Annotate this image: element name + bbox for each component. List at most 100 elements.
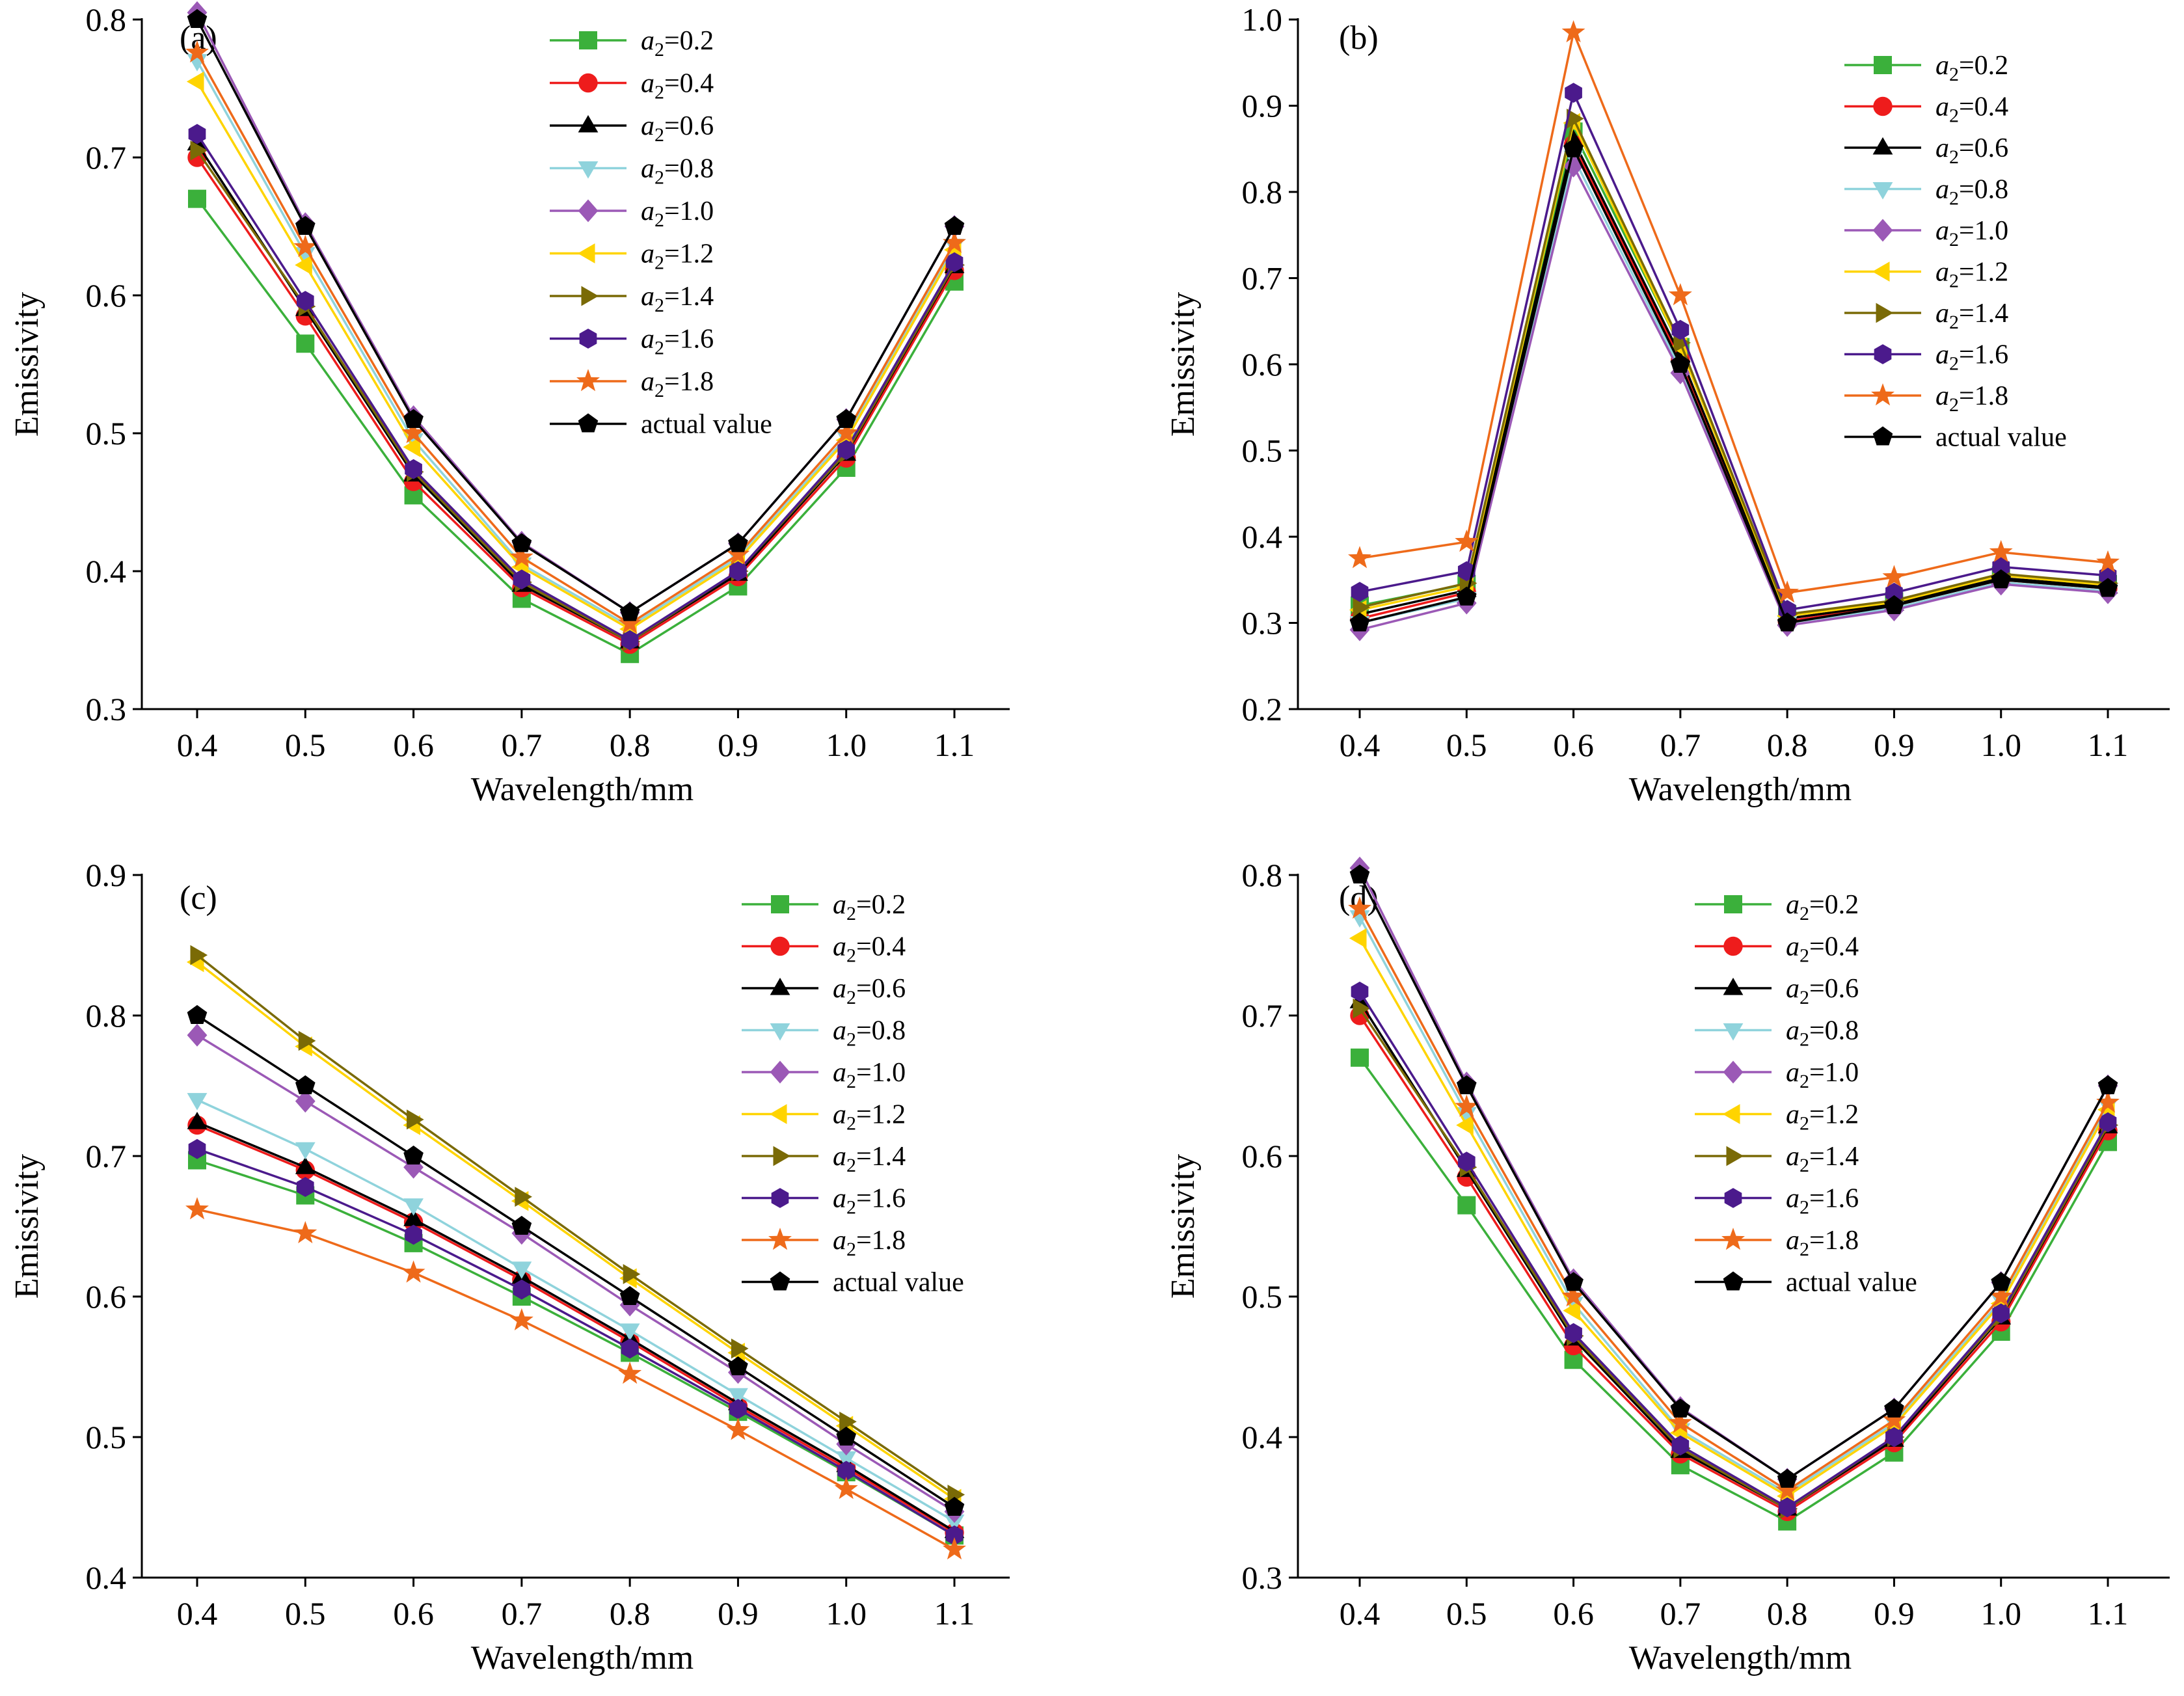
- data-point: [186, 72, 204, 92]
- series-line: [1358, 1015, 2109, 1513]
- data-point: [187, 8, 208, 29]
- data-point: [726, 542, 750, 565]
- legend-entry: actual value: [1844, 423, 2067, 453]
- data-point: [1992, 1303, 2010, 1324]
- data-point: [1348, 896, 1371, 919]
- chart-panel-b: 0.2 0.3 0.4 0.5 0.6 0.7 0.8 0.9 1.0 0.4 0.5 0.6 0.7 0…: [1165, 1, 2170, 808]
- data-point: [1351, 981, 1369, 1002]
- legend-label: a2=0.6: [1935, 133, 2008, 168]
- data-point: [187, 1112, 208, 1129]
- legend-marker: [768, 1228, 792, 1250]
- data-point: [1668, 1410, 1692, 1433]
- legend: a2=0.2 a2=0.4 a2=0.6 a2=0.8 a2=1.0 a2=1.2 a2=1…: [1844, 51, 2067, 453]
- data-point: [836, 409, 857, 428]
- series-a2-1-8: [185, 1197, 966, 1560]
- series-line: [196, 1208, 955, 1551]
- series-a2-1-8: [1348, 896, 2120, 1501]
- data-point: [839, 1411, 857, 1432]
- legend: a2=0.2 a2=0.4 a2=0.6 a2=0.8 a2=1.0 a2=1.2 a2=1…: [550, 26, 772, 440]
- x-tick-label: 1.0: [1980, 727, 2021, 763]
- data-point: [403, 1145, 424, 1165]
- legend-label: a2=0.6: [833, 974, 906, 1008]
- legend-marker: [578, 114, 599, 133]
- y-axis-title: Emissivity: [8, 292, 46, 437]
- chart-panel-a: 0.3 0.4 0.5 0.6 0.7 0.8 0.4 0.5 0.6 0.7 0.8 0.9 1.0 1…: [8, 1, 1010, 808]
- legend-entry: actual value: [1695, 1268, 1917, 1298]
- legend-entry: a2=0.2: [1844, 51, 2008, 85]
- series-line: [1359, 163, 2109, 631]
- data-point: [293, 234, 317, 258]
- legend-label: a2=0.8: [641, 154, 714, 189]
- legend-entry: a2=1.6: [742, 1184, 906, 1218]
- legend-label: a2=1.0: [1786, 1058, 1859, 1092]
- series-line: [1358, 916, 2109, 1495]
- legend-label: actual value: [641, 410, 772, 440]
- series-line: [1358, 874, 2109, 1481]
- legend-marker: [578, 161, 599, 179]
- x-tick-label: 1.1: [934, 1595, 975, 1632]
- data-point: [1778, 1497, 1796, 1518]
- legend-entry: a2=1.6: [1844, 340, 2008, 375]
- legend-marker: [1724, 1188, 1742, 1208]
- data-point: [945, 252, 964, 273]
- data-point: [188, 189, 206, 208]
- series-a2-1-8: [1348, 20, 2120, 603]
- data-point: [1777, 1468, 1798, 1488]
- legend-entry: a2=0.8: [1844, 175, 2008, 209]
- legend-entry: a2=1.8: [550, 367, 714, 401]
- x-tick-label: 0.8: [610, 1595, 651, 1632]
- data-point: [1775, 1478, 1800, 1501]
- data-point: [187, 1023, 208, 1047]
- data-point: [1563, 1300, 1581, 1321]
- data-point: [511, 1261, 532, 1279]
- data-point: [623, 1264, 641, 1284]
- legend-marker: [1876, 303, 1894, 323]
- data-point: [1882, 1408, 1906, 1431]
- y-tick-label: 0.3: [1242, 605, 1283, 641]
- x-tick-label: 1.0: [826, 1595, 867, 1632]
- data-point: [190, 141, 208, 161]
- legend-marker: [579, 31, 597, 49]
- legend-label: a2=0.6: [641, 111, 714, 146]
- series-a2-1-4: [190, 945, 965, 1505]
- legend-marker: [1871, 383, 1894, 406]
- data-point: [403, 1155, 424, 1179]
- y-tick-label: 0.8: [86, 997, 127, 1034]
- data-point: [1882, 565, 1906, 587]
- legend-label: a2=0.4: [1786, 932, 1859, 967]
- data-point: [944, 1514, 965, 1532]
- series-line: [196, 1014, 955, 1509]
- series-line: [196, 1148, 955, 1537]
- data-point: [296, 291, 314, 311]
- y-axis-title: Emissivity: [1165, 1154, 1202, 1299]
- series-line: [1359, 28, 2109, 595]
- data-point: [403, 1198, 424, 1216]
- legend-marker: [578, 413, 599, 433]
- x-tick-label: 0.6: [1553, 727, 1594, 763]
- legend-label: a2=0.6: [1786, 974, 1859, 1008]
- legend-label: a2=1.0: [1935, 216, 2008, 250]
- data-point: [2096, 1090, 2120, 1113]
- legend-label: a2=1.6: [1935, 340, 2008, 375]
- data-point: [731, 1338, 749, 1359]
- data-point: [1567, 108, 1584, 129]
- data-point: [1351, 582, 1369, 602]
- legend-label: a2=0.2: [1786, 890, 1859, 924]
- data-point: [1885, 582, 1903, 603]
- data-point: [1563, 138, 1584, 157]
- data-point: [836, 1426, 857, 1446]
- legend-marker: [1723, 1060, 1744, 1084]
- data-point: [2097, 578, 2118, 597]
- legend-entry: a2=0.8: [742, 1016, 906, 1051]
- data-point: [2097, 1075, 2118, 1095]
- data-point: [1455, 530, 1479, 552]
- data-point: [621, 630, 639, 651]
- data-point: [944, 215, 965, 236]
- y-tick-label: 0.7: [1242, 260, 1283, 297]
- y-tick-label: 0.7: [1242, 997, 1283, 1034]
- data-point: [190, 945, 208, 965]
- data-point: [511, 1215, 532, 1235]
- series-line: [196, 60, 956, 628]
- legend-label: a2=1.8: [1786, 1226, 1859, 1260]
- series-actual-value: [187, 1004, 965, 1516]
